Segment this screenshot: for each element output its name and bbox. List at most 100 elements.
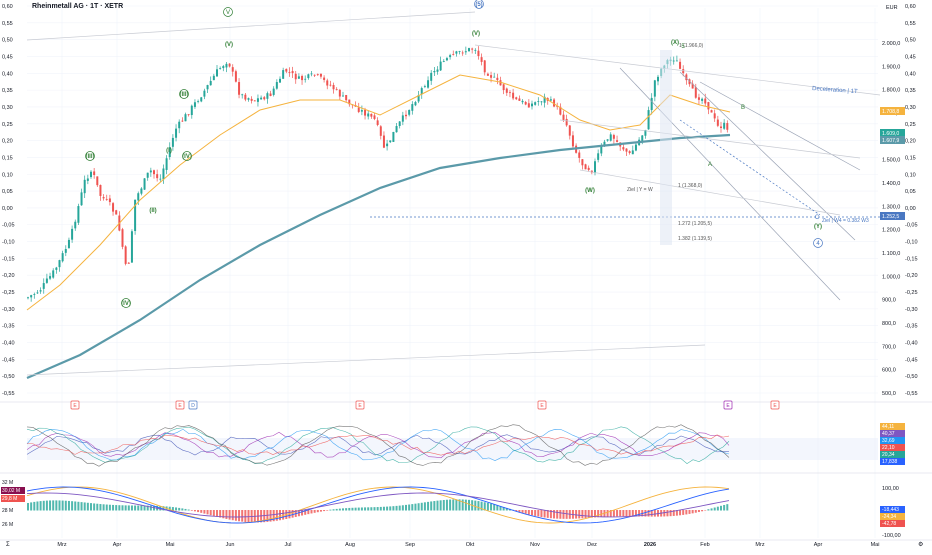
candle-body [137,193,140,201]
candle-body [411,104,414,111]
candle-body [417,95,420,102]
macd-label-text: -24,34 [882,514,896,520]
macd-bar [272,510,275,522]
macd-bar [713,507,716,511]
candle-body [540,101,543,103]
macd-bar [316,510,319,513]
wave-label: V [226,10,230,16]
rsi-label-box [880,458,905,465]
candle-body [310,73,313,75]
macd-bar [36,501,39,511]
x-axis-tick: Jun [226,542,235,548]
macd-bar [549,510,552,519]
rsi-band [27,438,878,460]
right-axis2-tick: 0,05 [905,189,916,195]
candle-body [244,94,247,100]
candle-body [622,147,625,150]
candle-body [74,221,77,229]
macd-bar [200,510,203,513]
macd-bar [27,502,29,511]
wave-label: (W) [585,188,595,194]
macd-bar [263,510,266,523]
wave-label: (X) [671,40,679,46]
macd-bar [370,507,373,511]
left-axis-tick: 0,45 [2,54,13,60]
macd-bar [650,510,653,517]
macd-bar [102,504,105,511]
macd-label-text: -42,78 [882,521,896,527]
candle-body [345,94,348,101]
candle-body [471,48,474,50]
trend-line [26,11,476,41]
candle-body [461,52,464,54]
macd-bar [58,500,61,511]
price-label-text: 1.609,0 [882,131,899,137]
candle-body [282,70,285,79]
macd-bar [269,510,272,522]
event-marker-label: E [773,403,777,409]
candle-body [597,153,600,160]
candle-body [562,114,565,120]
right-axis2-tick: -0,10 [905,240,918,246]
left-axis-tick: -0,30 [2,307,15,313]
price-label-text: 1.252,5 [882,214,899,220]
right-axis2-tick: -0,55 [905,391,918,397]
price-label-box [880,107,905,115]
wave-label: (III) [86,154,95,160]
candle-body [83,179,86,194]
wave-label: (5) [475,2,482,8]
macd-bar [168,506,171,511]
macd-bar [710,508,713,511]
candle-body [313,74,316,76]
right-price-tick: 1.800,0 [882,88,900,94]
macd-bar [553,510,556,519]
macd-bar [130,505,133,511]
candle-body [49,276,52,279]
macd-bar [354,507,357,511]
macd-bar [682,510,685,515]
candle-body [153,170,155,175]
macd-bar [124,505,127,511]
candle-body [301,75,304,81]
macd-bar [527,510,530,515]
candle-body [723,122,726,129]
candle-body [272,88,275,95]
macd-bar [483,502,486,511]
price-label-box [880,136,905,144]
macd-bar [707,509,710,511]
event-marker-label: E [178,403,182,409]
candle-body [647,110,650,130]
candle-body [162,168,165,180]
rsi-label-box [880,423,905,430]
event-marker [70,400,80,410]
candle-body [112,203,115,212]
candle-body [90,171,92,178]
candle-body [483,60,486,73]
macd-bar [266,510,269,522]
macd-bar [162,506,165,511]
macd-bar [382,506,385,511]
right-axis2-tick: 0,55 [905,21,916,27]
left-axis-tick: -0,15 [2,256,15,262]
candle-body [279,78,281,83]
candle-body [115,210,118,215]
candle-body [672,60,675,62]
right-axis2-tick: -0,05 [905,223,918,229]
macd-left-box [1,495,25,502]
wave-label: 5 [681,44,685,50]
candle-body [527,103,530,108]
wave-label: (V) [225,42,233,48]
candle-body [490,75,493,78]
x-axis-tick: Dez [587,542,597,548]
candle-body [653,80,656,97]
macd-bar [335,508,338,511]
candle-body [436,69,439,72]
candle-body [102,197,105,199]
candle-body [505,88,508,93]
macd-bar [405,504,407,511]
wave-label: 4 [816,241,820,247]
right-axis2-tick: 0,15 [905,155,916,161]
macd-left-tick: 30,02 M [2,488,20,494]
